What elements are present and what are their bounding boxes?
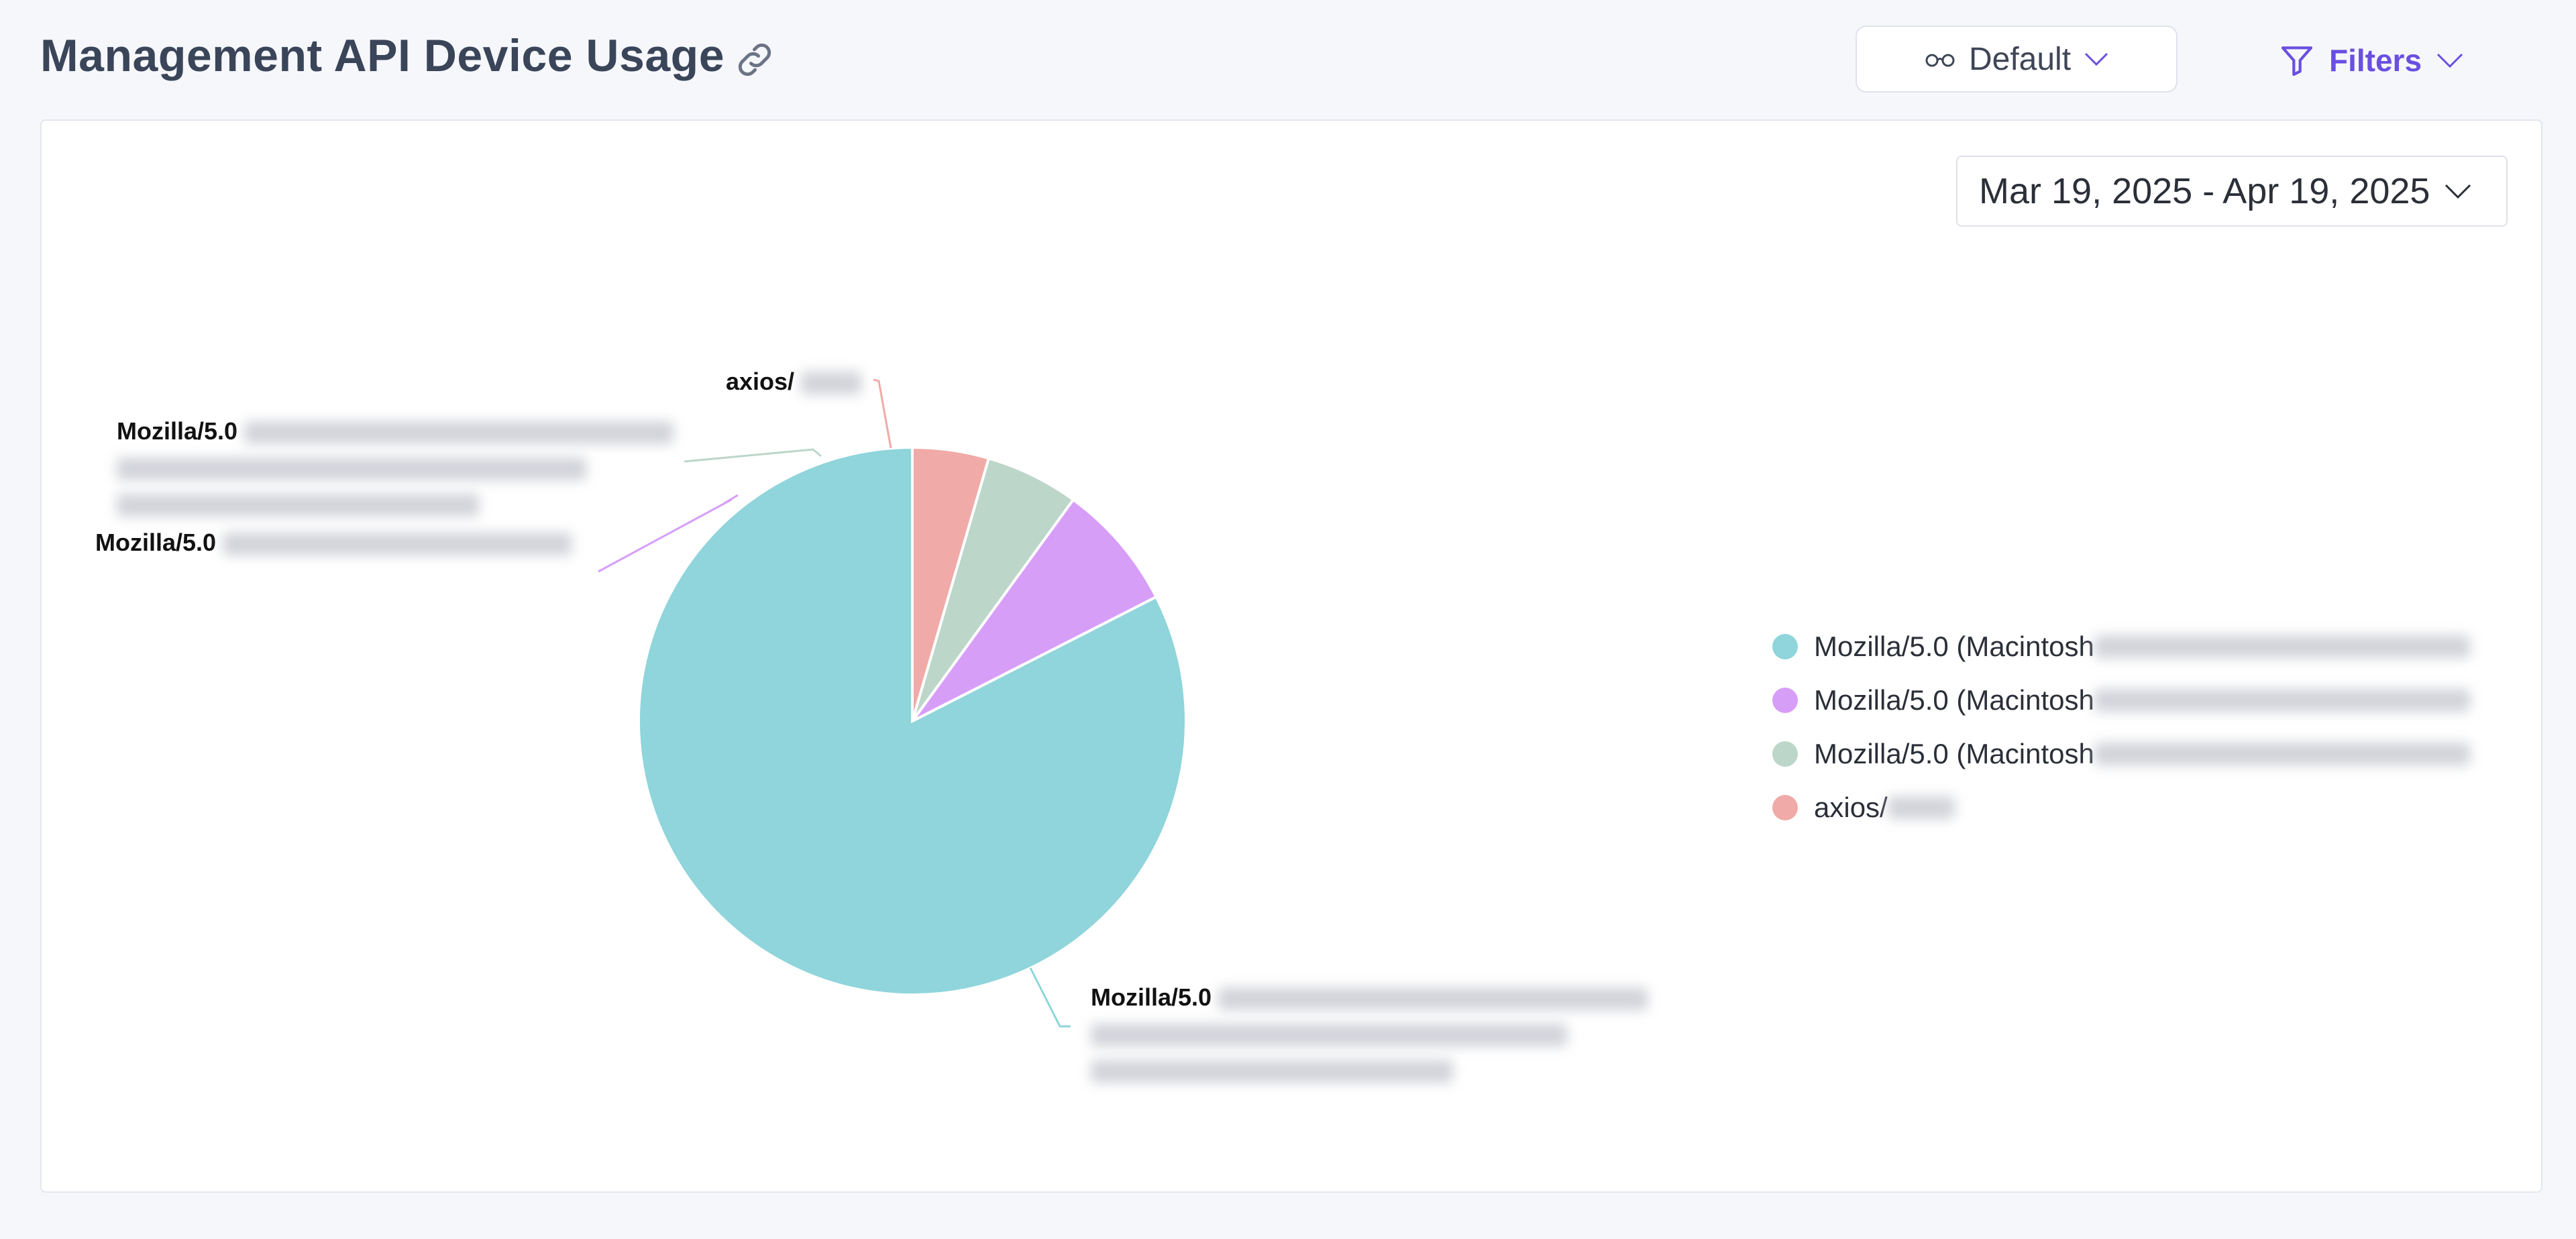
- legend-swatch: [1772, 741, 1798, 767]
- leader-line-3: [873, 378, 892, 449]
- date-range-label: Mar 19, 2025 - Apr 19, 2025: [1979, 171, 2430, 211]
- page-title: Management API Device Usage: [40, 30, 725, 81]
- leader-line-2: [684, 448, 822, 463]
- legend-label: Mozilla/5.0 (Macintosh: [1814, 738, 2094, 769]
- legend-label: Mozilla/5.0 (Macintosh: [1814, 684, 2094, 716]
- slice-label-1: Mozilla/5.0: [95, 529, 572, 557]
- pie-slice-1[interactable]: [911, 498, 1159, 722]
- glasses-icon: [1925, 54, 1955, 67]
- leader-line-0: [1029, 967, 1071, 1028]
- legend-swatch: [1772, 688, 1798, 713]
- legend-item[interactable]: Mozilla/5.0 (Macintosh: [1772, 620, 2470, 674]
- filter-icon: [2281, 46, 2313, 76]
- legend-item[interactable]: Mozilla/5.0 (Macintosh: [1772, 674, 2470, 727]
- leader-line-1: [598, 494, 739, 573]
- link-icon[interactable]: [733, 38, 777, 82]
- slice-label-3: axios/: [726, 368, 862, 396]
- chevron-down-icon: [2445, 184, 2471, 199]
- chevron-down-icon: [2436, 53, 2463, 68]
- legend-item[interactable]: axios/: [1772, 781, 2470, 834]
- pie-slice-3[interactable]: [911, 445, 991, 722]
- slice-label-0: Mozilla/5.0: [1091, 983, 1648, 1084]
- view-select-button[interactable]: Default: [1856, 25, 2178, 93]
- legend-label: Mozilla/5.0 (Macintosh: [1814, 631, 2094, 662]
- pie-slice-2[interactable]: [911, 456, 1075, 722]
- filters-label: Filters: [2329, 43, 2422, 78]
- date-range-picker[interactable]: Mar 19, 2025 - Apr 19, 2025: [1956, 156, 2508, 227]
- chart-legend: Mozilla/5.0 (Macintosh Mozilla/5.0 (Maci…: [1772, 620, 2470, 834]
- legend-item[interactable]: Mozilla/5.0 (Macintosh: [1772, 727, 2470, 781]
- view-select-label: Default: [1968, 41, 2072, 77]
- filters-button[interactable]: Filters: [2278, 34, 2465, 87]
- legend-swatch: [1772, 634, 1798, 659]
- chevron-down-icon: [2084, 52, 2108, 66]
- slice-label-2: Mozilla/5.0: [117, 417, 674, 518]
- legend-swatch: [1772, 795, 1798, 820]
- legend-label: axios/: [1814, 792, 1888, 823]
